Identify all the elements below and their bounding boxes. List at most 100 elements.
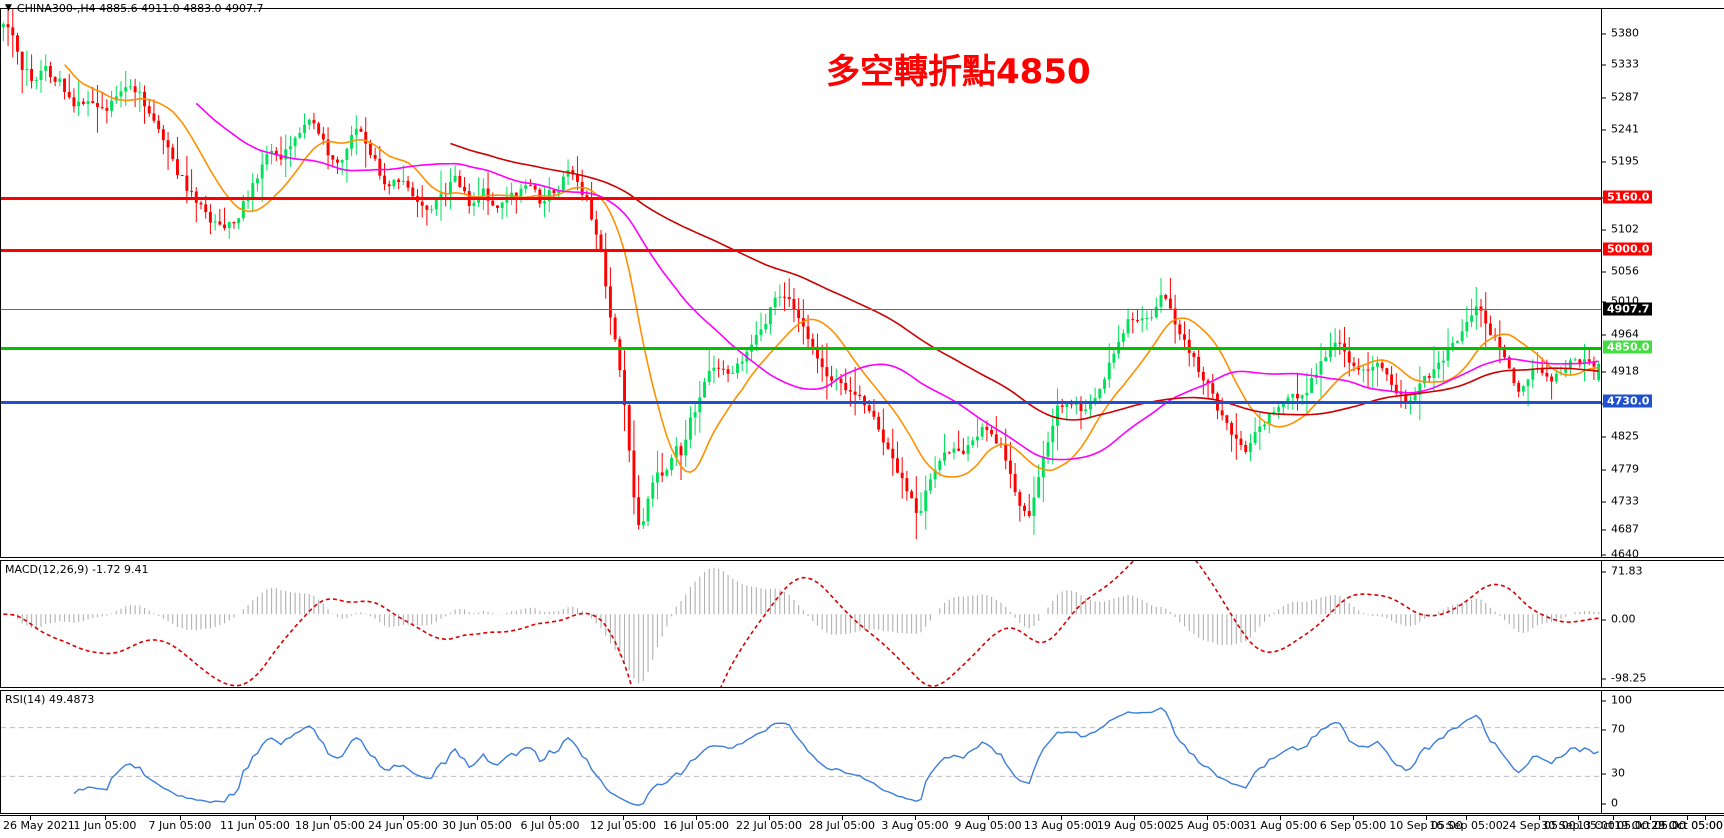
time-axis-label: 30 Sep 05:00 [1541, 819, 1615, 832]
time-axis-label: 12 Jul 05:00 [590, 819, 656, 832]
time-grid-tick [1207, 816, 1208, 820]
level-line-4907 [1, 309, 1601, 310]
time-grid-tick [1353, 816, 1354, 820]
price-tick: 5102 [1602, 223, 1639, 236]
time-grid-tick [30, 816, 31, 820]
time-axis[interactable]: 26 May 2021 1 Jun 05:00 7 Jun 05:00 11 Jun … [0, 815, 1724, 838]
rsi-chart-canvas [1, 707, 1601, 806]
time-grid-tick [255, 816, 256, 820]
chevron-down-icon[interactable]: ▼ [5, 3, 12, 13]
time-axis-label: 10 Sep 05:00 [1389, 819, 1463, 832]
price-tick: 4964 [1602, 328, 1639, 341]
time-axis-label: 1 Jun 05:00 [73, 819, 137, 832]
price-tick: 5333 [1602, 58, 1639, 71]
macd-chart-canvas [3, 561, 1600, 687]
time-grid-tick [988, 816, 989, 820]
level-line-5160 [1, 197, 1601, 200]
time-grid-tick [1466, 816, 1467, 820]
time-grid-tick [1134, 816, 1135, 820]
price-tick: 4779 [1602, 463, 1639, 476]
macd-tick: 71.83 [1602, 565, 1643, 578]
symbol-header: ▼ CHINA300-,H4 4885.6 4911.0 4883.0 4907… [5, 2, 264, 15]
price-tick: 5241 [1602, 123, 1639, 136]
price-tick: 5195 [1602, 155, 1639, 168]
time-axis-label: 6 Sep 05:00 [1319, 819, 1387, 832]
time-axis-label: 11 Jun 05:00 [220, 819, 290, 832]
time-grid-tick [842, 816, 843, 820]
time-grid-tick [1613, 816, 1614, 820]
price-tick: 4918 [1602, 365, 1639, 378]
rsi-panel[interactable]: RSI(14) 49.4873 100 70 30 0 [0, 690, 1724, 814]
time-grid-tick [915, 816, 916, 820]
price-tick: 5056 [1602, 265, 1639, 278]
rsi-tick: 100 [1602, 694, 1632, 707]
time-grid-tick [1061, 816, 1062, 820]
time-axis-label: 31 Aug 05:00 [1242, 819, 1318, 832]
time-grid-tick [1650, 816, 1651, 820]
time-grid-tick [623, 816, 624, 820]
time-grid-tick [1578, 816, 1579, 820]
level-badge-5000[interactable]: 5000.0 [1603, 242, 1653, 256]
time-axis-label: 25 Oct 05:00 [1651, 819, 1723, 832]
price-tick: 5287 [1602, 91, 1639, 104]
rsi-indicator-label: RSI(14) 49.4873 [5, 693, 95, 706]
time-grid-tick [696, 816, 697, 820]
time-grid-tick [769, 816, 770, 820]
time-grid-tick [1539, 816, 1540, 820]
time-axis-label: 28 Jul 05:00 [809, 819, 875, 832]
time-axis-label: 24 Jun 05:00 [368, 819, 438, 832]
time-grid-tick [180, 816, 181, 820]
time-axis-label: 16 Jul 05:00 [663, 819, 729, 832]
time-axis-label: 9 Aug 05:00 [954, 819, 1022, 832]
chart-annotation-text: 多空轉折點4850 [826, 52, 1091, 92]
level-badge-5160[interactable]: 5160.0 [1603, 190, 1653, 204]
price-scale-axis[interactable]: 5380 5333 5287 5241 5195 5149 5102 5056 … [1601, 9, 1724, 561]
macd-tick: -98.25 [1602, 672, 1646, 685]
time-axis-label: 29 Oct 05:00 [1651, 819, 1723, 832]
price-tick: 5380 [1602, 27, 1639, 40]
current-price-badge[interactable]: 4907.7 [1603, 302, 1653, 316]
rsi-scale-axis[interactable]: 100 70 30 0 [1601, 691, 1724, 813]
rsi-tick: 70 [1602, 723, 1625, 736]
time-grid-tick [1705, 816, 1706, 820]
time-axis-label: 7 Jun 05:00 [148, 819, 212, 832]
macd-tick: 0.00 [1602, 613, 1636, 626]
time-grid-tick [477, 816, 478, 820]
price-tick: 4640 [1602, 548, 1639, 561]
price-panel[interactable]: 5380 5333 5287 5241 5195 5149 5102 5056 … [0, 8, 1724, 561]
time-grid-tick [1280, 816, 1281, 820]
time-axis-label: 19 Oct 05:00 [1614, 819, 1686, 832]
time-axis-label: 26 May 2021 [3, 819, 75, 832]
price-tick: 4733 [1602, 495, 1639, 508]
price-tick: 4825 [1602, 430, 1639, 443]
price-chart-canvas [1, 9, 1601, 540]
time-axis-label: 24 Sep 05:00 [1502, 819, 1576, 832]
time-axis-label: 25 Aug 05:00 [1169, 819, 1245, 832]
time-grid-tick [330, 816, 331, 820]
time-axis-label: 19 Aug 05:00 [1096, 819, 1172, 832]
macd-scale-axis[interactable]: 71.83 0.00 -98.25 [1601, 561, 1724, 687]
time-grid-tick [105, 816, 106, 820]
symbol-ohlc-label: CHINA300-,H4 4885.6 4911.0 4883.0 4907.7 [16, 2, 264, 15]
time-axis-label: 6 Jul 05:00 [520, 819, 580, 832]
level-badge-4850[interactable]: 4850.0 [1603, 340, 1653, 354]
time-axis-label: 30 Jun 05:00 [442, 819, 512, 832]
rsi-tick: 0 [1602, 797, 1618, 810]
level-line-4730 [1, 401, 1601, 404]
time-grid-tick [550, 816, 551, 820]
time-axis-label: 3 Aug 05:00 [881, 819, 949, 832]
time-axis-label: 18 Jun 05:00 [295, 819, 365, 832]
time-axis-label: 22 Jul 05:00 [736, 819, 802, 832]
macd-indicator-label: MACD(12,26,9) -1.72 9.41 [5, 563, 149, 576]
level-line-5000 [1, 249, 1601, 252]
time-grid-tick [403, 816, 404, 820]
time-axis-label: 13 Aug 05:00 [1023, 819, 1099, 832]
time-grid-tick [1687, 816, 1688, 820]
rsi-tick: 30 [1602, 767, 1625, 780]
macd-panel[interactable]: MACD(12,26,9) -1.72 9.41 71.83 0.00 -98.… [0, 560, 1724, 688]
time-grid-tick [1426, 816, 1427, 820]
price-tick: 4687 [1602, 523, 1639, 536]
level-badge-4730[interactable]: 4730.0 [1603, 394, 1653, 408]
time-axis-label: 13 Oct 05:00 [1577, 819, 1649, 832]
